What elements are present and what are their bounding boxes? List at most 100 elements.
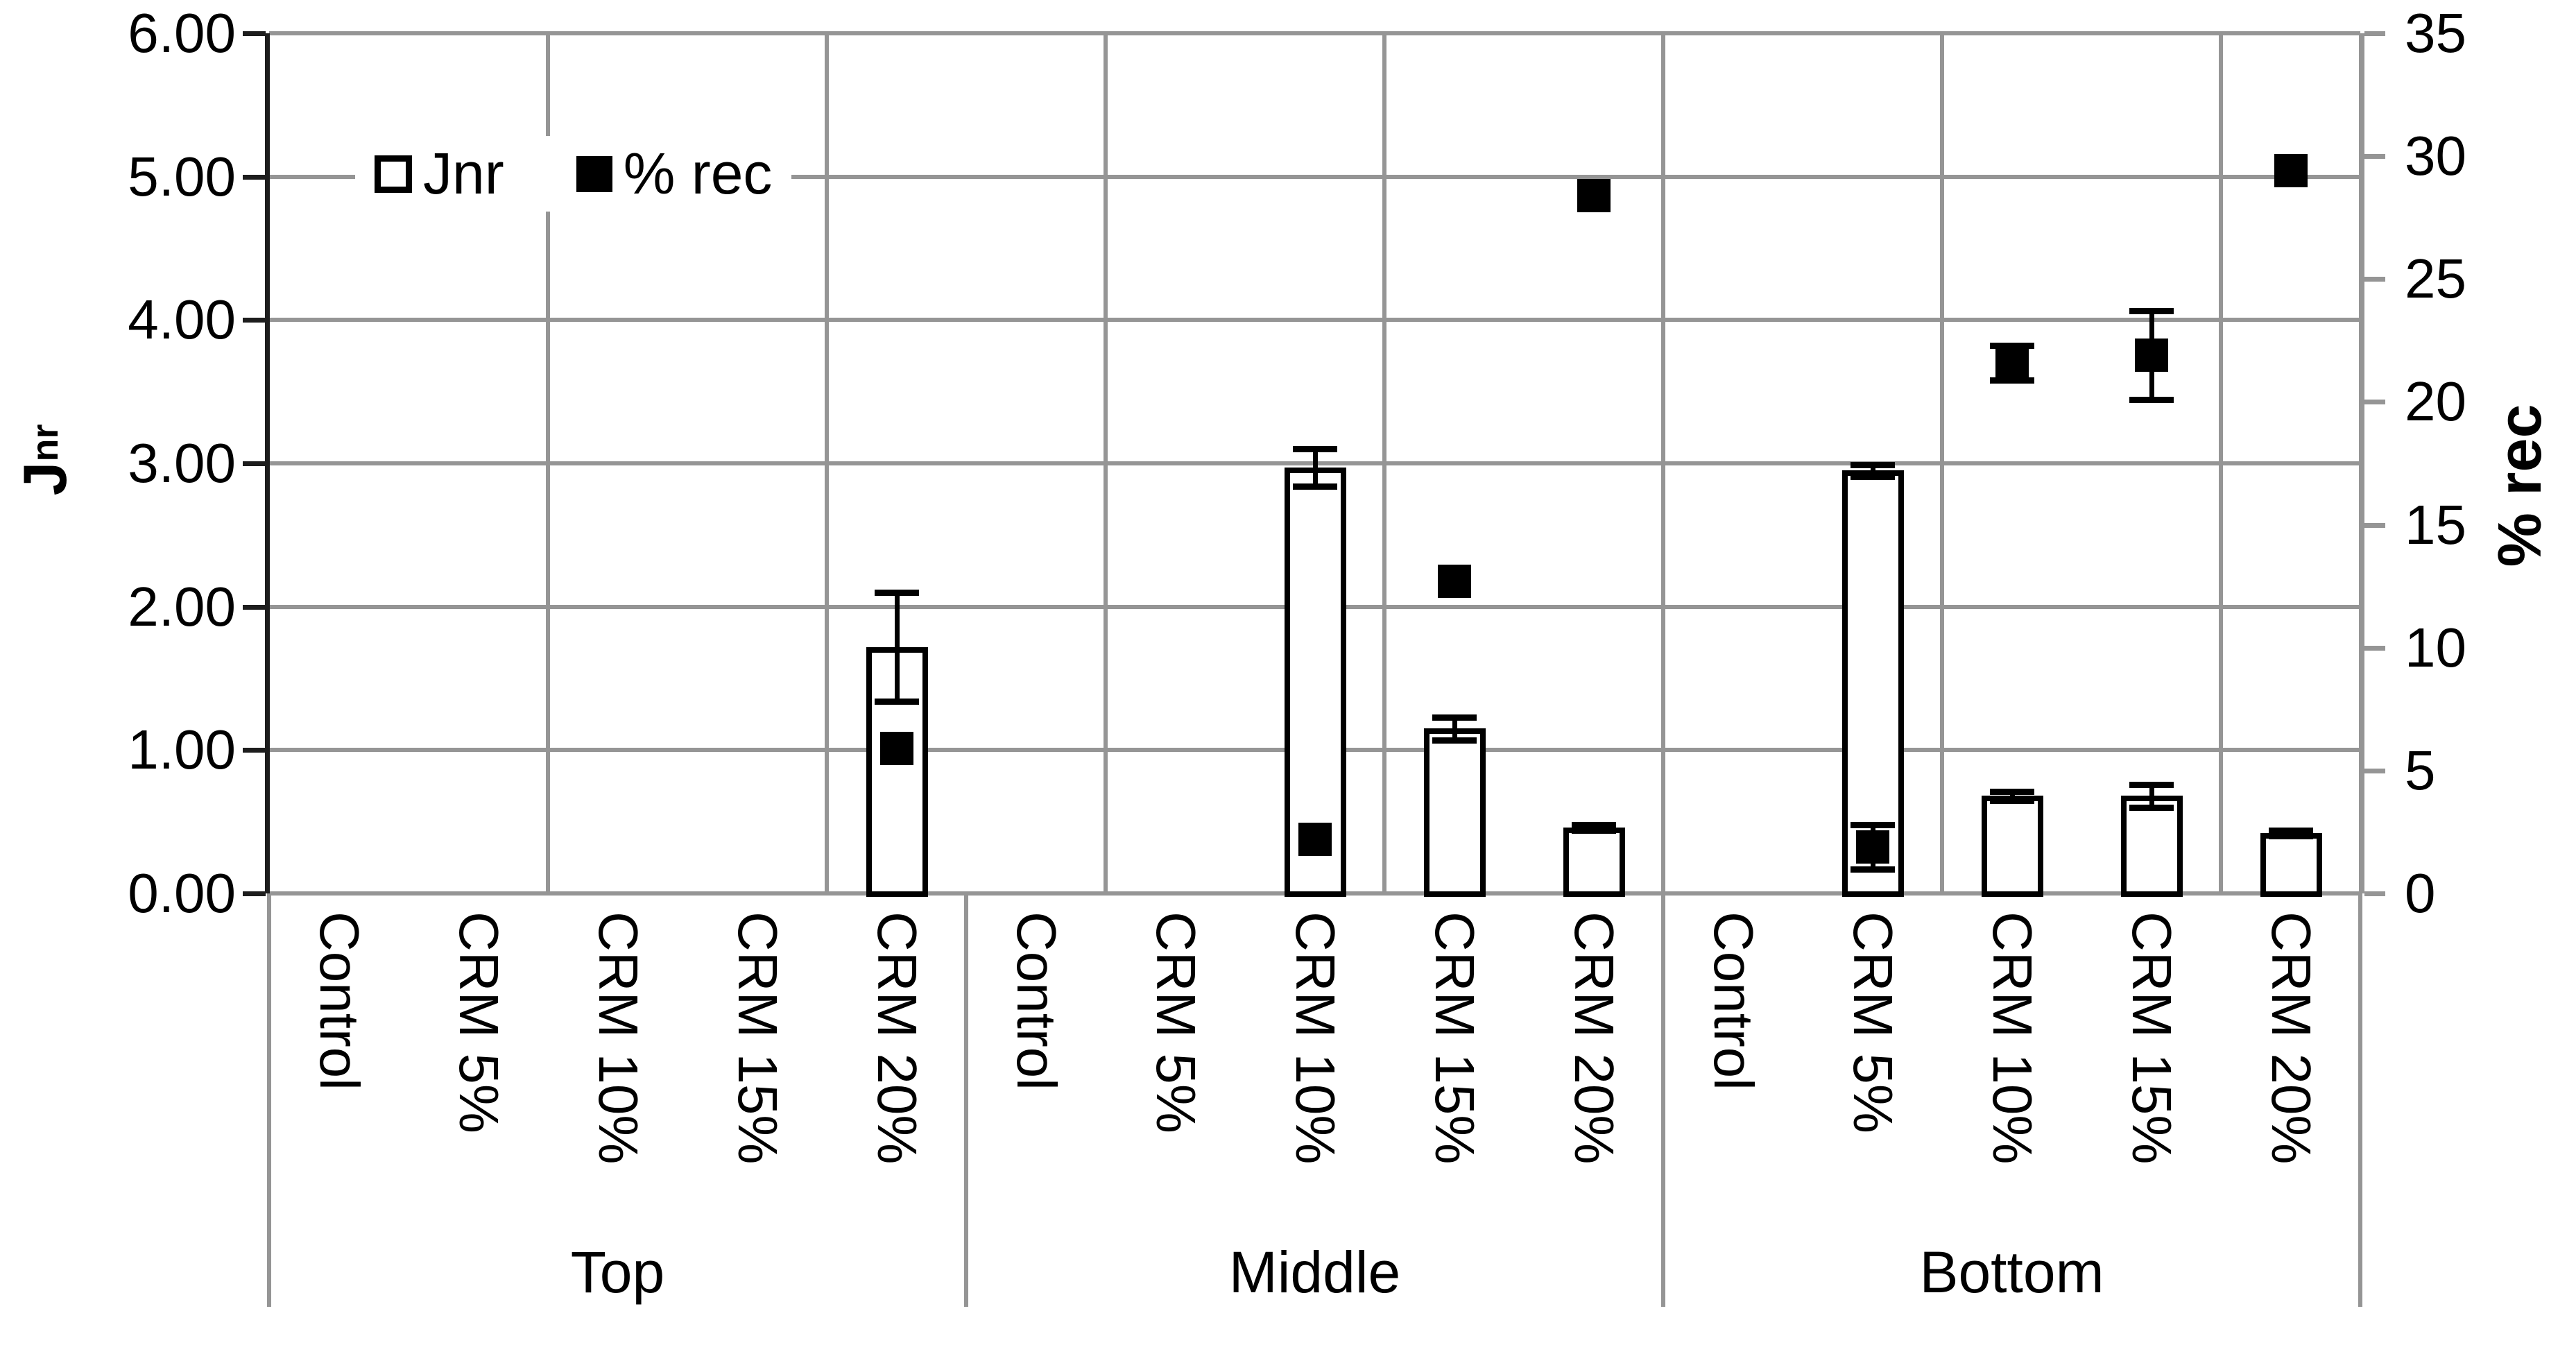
category-label: CRM 5% <box>1144 911 1207 1134</box>
h-gridline <box>269 174 2360 179</box>
jnr-error-cap <box>1850 462 1895 469</box>
jnr-error-bar <box>1870 465 1875 477</box>
right-axis-tick-label: 15 <box>2405 493 2466 556</box>
right-axis-tick <box>2364 768 2385 773</box>
group-separator <box>267 893 271 1307</box>
jnr-error-bar <box>1452 717 1457 740</box>
v-gridline <box>2219 33 2223 893</box>
right-axis-title-text: % rec <box>2485 404 2554 567</box>
category-label: CRM 10% <box>587 911 649 1165</box>
v-gridline <box>1382 33 1386 893</box>
jnr-error-cap <box>1989 797 2034 804</box>
jnr-error-cap <box>1292 446 1337 453</box>
category-label: CRM 5% <box>447 911 510 1134</box>
right-axis-tick <box>2364 400 2385 405</box>
jnr-error-cap <box>2129 781 2174 788</box>
bar-jnr <box>2120 796 2183 897</box>
group-label: Bottom <box>1919 1240 2104 1305</box>
rec-error-cap <box>1850 821 1895 828</box>
chart-legend: Jnr % rec <box>355 136 792 212</box>
group-separator <box>964 893 968 1307</box>
left-axis-tick-label: 4.00 <box>128 289 236 351</box>
group-label: Top <box>570 1240 665 1305</box>
marker-rec <box>2274 154 2308 188</box>
filled-square-icon <box>576 155 612 192</box>
jnr-error-bar <box>2009 791 2015 800</box>
right-axis-title: % rec <box>2409 375 2576 597</box>
right-axis-line <box>2359 33 2364 893</box>
category-label: CRM 15% <box>726 911 789 1165</box>
v-gridline <box>1940 33 1944 893</box>
bar-jnr <box>1423 728 1486 897</box>
jnr-error-bar <box>894 592 900 702</box>
category-label: Control <box>308 911 370 1090</box>
right-axis-tick <box>2364 645 2385 651</box>
right-axis-tick <box>2364 891 2385 896</box>
rec-error-cap <box>1989 342 2034 349</box>
left-axis-tick-label: 3.00 <box>128 432 236 494</box>
v-gridline <box>1661 33 1665 893</box>
h-gridline <box>269 318 2360 323</box>
right-axis-tick-label: 35 <box>2405 2 2466 64</box>
left-axis-title-main: J <box>10 461 79 496</box>
left-axis-tick <box>243 748 266 753</box>
left-axis-tick-label: 5.00 <box>128 145 236 207</box>
bar-jnr <box>1563 827 1625 897</box>
marker-rec <box>2134 339 2168 372</box>
rec-error-cap <box>1850 866 1895 873</box>
group-label: Middle <box>1228 1240 1401 1305</box>
left-axis-line <box>265 33 270 893</box>
rec-error-cap <box>2129 308 2174 315</box>
group-separator <box>2358 893 2362 1307</box>
v-gridline <box>825 33 829 893</box>
jnr-error-cap <box>2268 833 2313 840</box>
category-label: CRM 15% <box>2120 911 2183 1165</box>
left-axis-tick-label: 1.00 <box>128 719 236 781</box>
right-axis-tick <box>2364 154 2385 160</box>
jnr-error-cap <box>1432 714 1477 721</box>
right-axis-tick-label: 20 <box>2405 370 2466 433</box>
legend-item-rec: % rec <box>576 140 773 207</box>
rec-error-cap <box>1989 377 2034 384</box>
right-axis-tick-label: 5 <box>2405 739 2436 801</box>
category-label: CRM 5% <box>1841 911 1904 1134</box>
category-label: Control <box>1702 911 1764 1090</box>
left-axis-tick-label: 6.00 <box>128 2 236 64</box>
category-label: CRM 10% <box>1981 911 2043 1165</box>
legend-label-jnr: Jnr <box>423 141 504 206</box>
jnr-error-cap <box>1432 737 1477 744</box>
marker-rec <box>879 731 913 765</box>
bar-jnr <box>1981 796 2043 897</box>
jnr-error-cap <box>2129 805 2174 811</box>
left-axis-tick <box>243 31 266 36</box>
left-axis-tick <box>243 891 266 896</box>
category-label: CRM 15% <box>1423 911 1486 1165</box>
rec-error-cap <box>2129 396 2174 403</box>
right-axis-tick-label: 25 <box>2405 248 2466 310</box>
h-gridline <box>269 31 2360 35</box>
legend-item-jnr: Jnr <box>375 140 504 207</box>
v-gridline <box>546 33 550 893</box>
bar-jnr <box>1284 468 1346 897</box>
marker-rec <box>1855 830 1889 864</box>
right-axis-tick <box>2364 31 2385 36</box>
right-axis-tick <box>2364 277 2385 282</box>
right-axis-tick-label: 10 <box>2405 616 2466 678</box>
right-axis-tick-label: 30 <box>2405 125 2466 187</box>
v-gridline <box>1104 33 1108 893</box>
group-separator <box>1661 893 1665 1307</box>
right-axis-tick <box>2364 522 2385 528</box>
category-label: CRM 10% <box>1284 911 1346 1165</box>
right-axis-tick-label: 0 <box>2405 862 2436 924</box>
category-label: Control <box>1005 911 1067 1090</box>
jnr-error-cap <box>1850 473 1895 480</box>
left-axis-title-sub: nr <box>24 424 66 462</box>
marker-rec <box>1577 178 1611 212</box>
marker-rec <box>1298 823 1332 857</box>
jnr-error-cap <box>1292 483 1337 490</box>
jnr-error-cap <box>2268 828 2313 834</box>
legend-label-rec: % rec <box>623 141 773 206</box>
